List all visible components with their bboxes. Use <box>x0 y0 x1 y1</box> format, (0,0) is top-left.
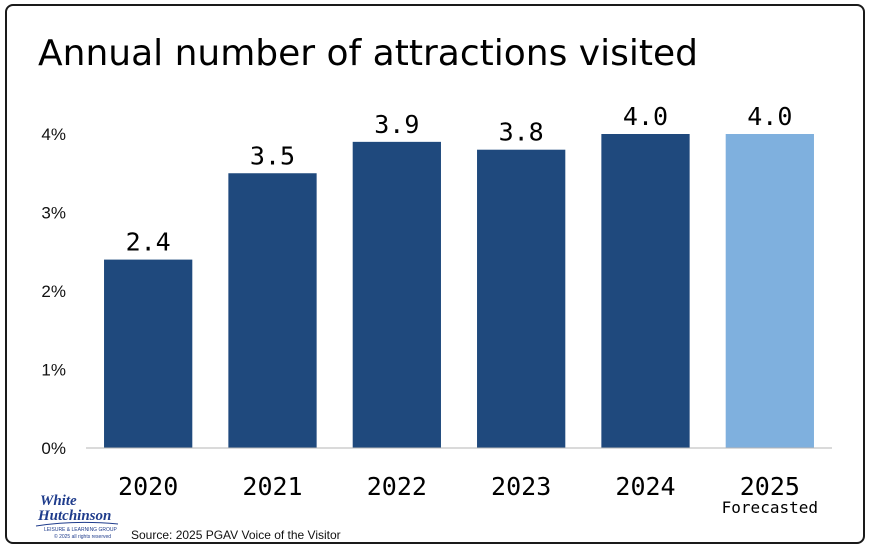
y-tick-label: 4% <box>41 125 66 144</box>
bar-2025 <box>725 134 814 448</box>
logo-line-2: Hutchinson <box>37 508 111 524</box>
x-tick-sublabel-2025: Forecasted <box>722 498 818 517</box>
y-tick-label: 2% <box>41 282 66 301</box>
x-tick-label-2022: 2022 <box>367 472 427 501</box>
bar-series <box>104 134 814 448</box>
bar-2022 <box>352 141 441 448</box>
bar-2021 <box>228 173 317 448</box>
logo-line-1: White <box>40 493 77 509</box>
y-tick-label: 0% <box>41 439 66 458</box>
logo-tagline: LEISURE & LEARNING GROUP <box>44 527 117 533</box>
bar-2024 <box>601 134 690 448</box>
data-label-2024: 4.0 <box>623 102 668 131</box>
bar-2020 <box>104 259 193 448</box>
x-tick-label-2024: 2024 <box>615 472 675 501</box>
logo-swoosh-icon <box>35 521 119 527</box>
white-hutchinson-logo: White Hutchinson LEISURE & LEARNING GROU… <box>35 493 119 540</box>
y-tick-label: 1% <box>41 361 66 380</box>
x-tick-label-2020: 2020 <box>118 472 178 501</box>
chart-title: Annual number of attractions visited <box>38 33 698 74</box>
x-tick-label-2025: 2025 <box>740 472 800 501</box>
x-tick-label-2021: 2021 <box>242 472 302 501</box>
data-label-2022: 3.9 <box>374 110 419 139</box>
x-tick-label-2023: 2023 <box>491 472 551 501</box>
data-label-2025: 4.0 <box>747 102 792 131</box>
logo-copyright: © 2025 all rights reserved <box>54 533 111 540</box>
y-tick-label: 3% <box>41 204 66 223</box>
chart-border <box>5 4 865 544</box>
data-label-2021: 3.5 <box>250 141 295 170</box>
bar-2023 <box>477 149 566 448</box>
data-label-2023: 3.8 <box>499 118 544 147</box>
data-labels: 2.4 3.5 3.9 3.8 4.0 4.0 <box>126 102 793 257</box>
data-label-2020: 2.4 <box>126 228 171 257</box>
source-note: Source: 2025 PGAV Voice of the Visitor <box>131 528 341 542</box>
y-axis-ticks: 0% 1% 2% 3% 4% <box>41 125 66 458</box>
